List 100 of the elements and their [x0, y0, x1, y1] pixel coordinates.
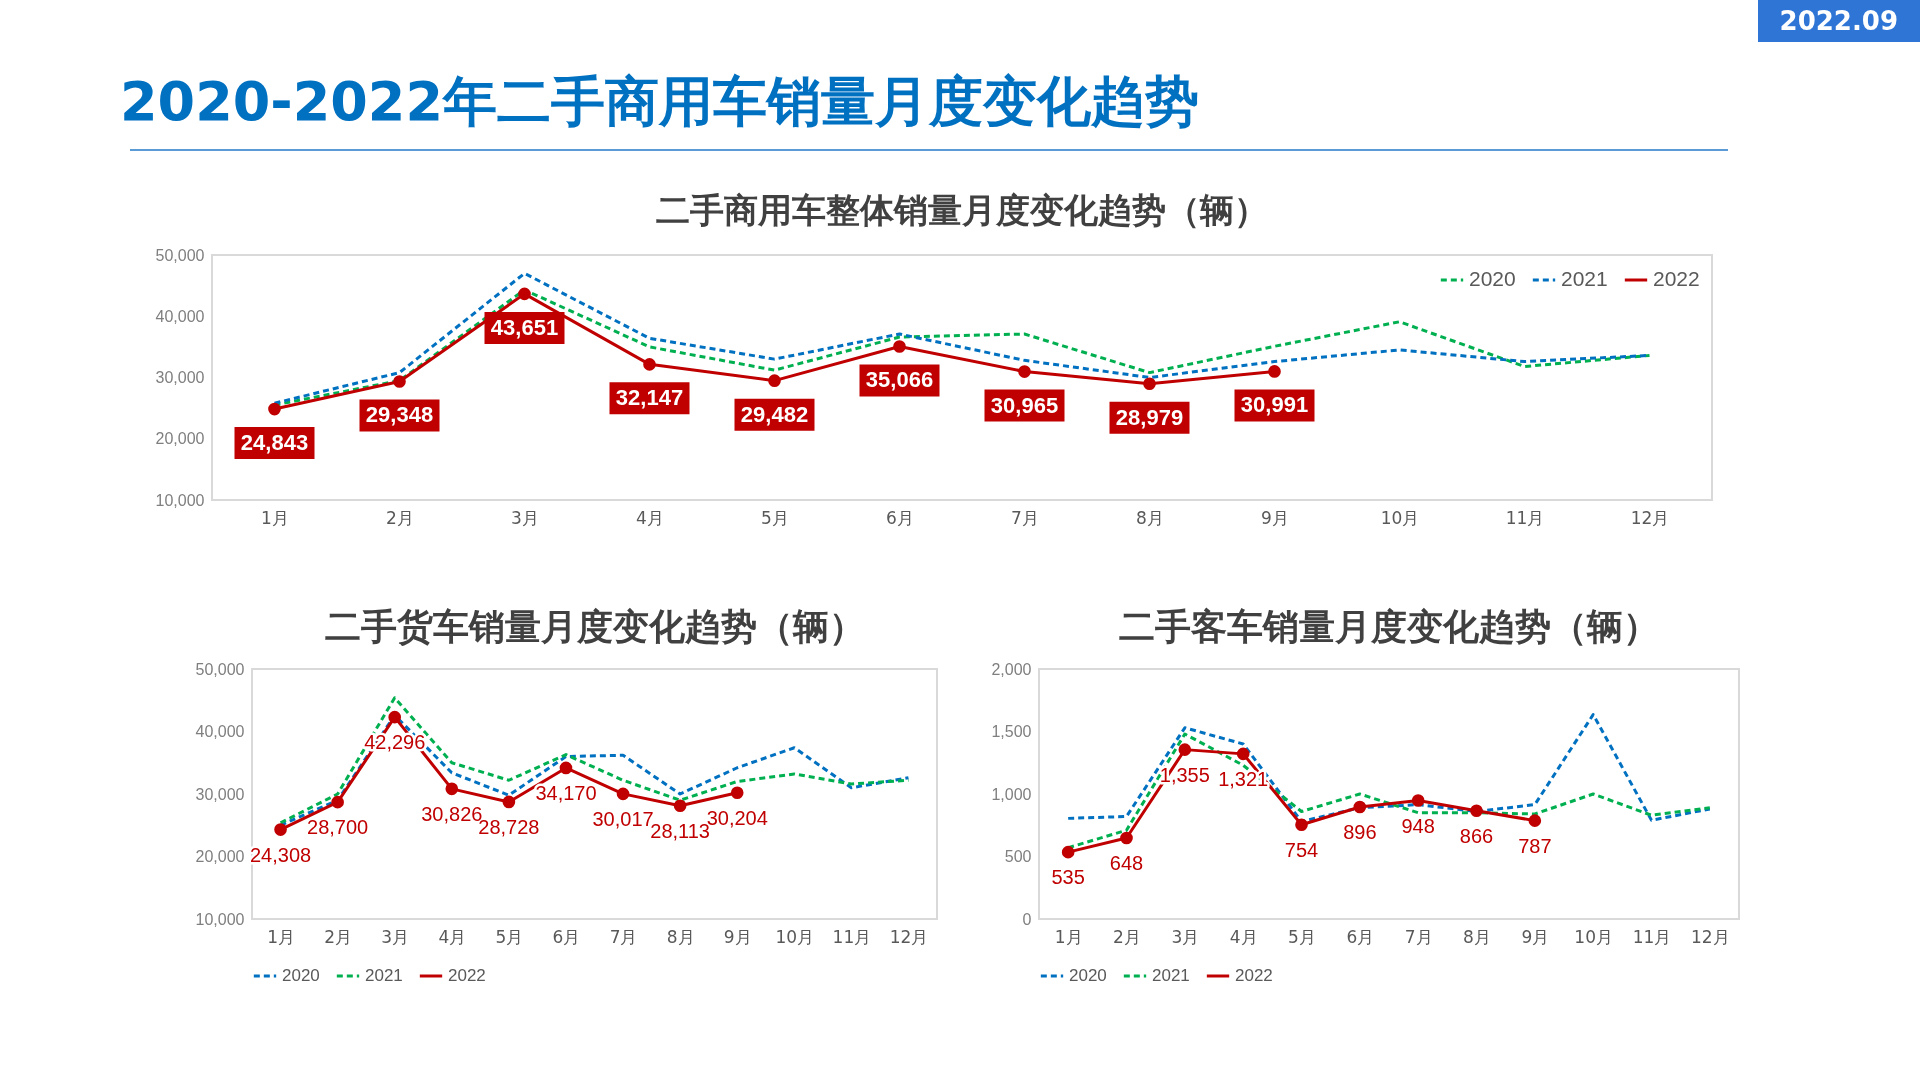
x-tick-label: 1月 — [261, 507, 289, 528]
x-tick-label: 6月 — [1346, 926, 1375, 947]
y-tick-label: 40,000 — [195, 723, 245, 740]
x-tick-label: 5月 — [761, 507, 789, 528]
data-label: 28,979 — [1115, 404, 1184, 430]
x-tick-label: 11月 — [832, 926, 872, 947]
data-label: 948 — [1401, 814, 1435, 837]
chart-title: 二手客车销量月度变化趋势（辆） — [1119, 606, 1659, 647]
x-tick-label: 6月 — [886, 507, 914, 528]
point — [502, 795, 516, 809]
x-tick-label: 11月 — [1505, 507, 1545, 528]
chart-title: 二手货车销量月度变化趋势（辆） — [324, 606, 865, 647]
point — [616, 787, 630, 801]
point — [1236, 747, 1250, 761]
point — [274, 823, 287, 836]
x-tick-label: 1月 — [1054, 926, 1083, 947]
data-label: 648 — [1109, 852, 1144, 874]
x-tick-label: 8月 — [666, 926, 695, 947]
x-tick-label: 5月 — [495, 926, 524, 947]
x-tick-label: 10月 — [1574, 926, 1613, 947]
y-tick-label: 40,000 — [155, 307, 205, 325]
y-tick-label: 50,000 — [155, 246, 205, 264]
data-label: 35,066 — [865, 367, 934, 393]
data-label: 32,147 — [615, 385, 684, 411]
legend-label: 2021 — [365, 966, 403, 985]
point — [393, 375, 406, 388]
y-tick-label: 20,000 — [195, 848, 245, 865]
y-tick-label: 10,000 — [195, 910, 245, 928]
data-label: 28,700 — [307, 816, 369, 839]
x-tick-label: 9月 — [1521, 926, 1550, 947]
x-tick-label: 4月 — [636, 507, 664, 528]
x-tick-label: 3月 — [1171, 926, 1200, 947]
y-tick-label: 1,500 — [991, 723, 1032, 740]
x-tick-label: 6月 — [552, 926, 581, 947]
data-label: 34,170 — [535, 781, 597, 804]
data-label: 24,843 — [240, 430, 309, 456]
point — [559, 761, 573, 775]
y-tick-label: 30,000 — [195, 785, 245, 803]
legend-label: 2022 — [1653, 267, 1700, 290]
data-label: 754 — [1284, 838, 1319, 861]
x-tick-label: 1月 — [267, 926, 295, 947]
x-tick-label: 3月 — [511, 507, 539, 528]
point — [1353, 800, 1367, 814]
y-tick-label: 50,000 — [195, 660, 245, 678]
x-tick-label: 12月 — [889, 926, 929, 947]
x-tick-label: 8月 — [1136, 507, 1164, 528]
x-tick-label: 7月 — [609, 926, 638, 947]
x-tick-label: 12月 — [1630, 507, 1670, 528]
point — [1528, 814, 1542, 827]
point — [1295, 818, 1308, 832]
y-tick-label: 30,000 — [155, 369, 205, 386]
x-tick-label: 9月 — [1261, 507, 1289, 528]
data-label: 787 — [1518, 834, 1552, 857]
x-tick-label: 2月 — [386, 507, 414, 528]
point — [673, 799, 687, 813]
x-tick-label: 2月 — [1113, 926, 1141, 947]
y-tick-label: 2,000 — [991, 660, 1032, 678]
data-label: 866 — [1459, 824, 1494, 847]
data-label: 896 — [1343, 821, 1377, 843]
point — [268, 402, 281, 416]
data-label: 30,965 — [990, 392, 1059, 418]
chart-title: 二手商用车整体销量月度变化趋势（辆） — [656, 190, 1268, 230]
data-label: 535 — [1051, 866, 1085, 889]
x-tick-label: 4月 — [1229, 926, 1258, 947]
point — [768, 374, 781, 387]
x-tick-label: 10月 — [1380, 507, 1420, 528]
x-tick-label: 3月 — [381, 926, 410, 947]
legend-label: 2022 — [1235, 966, 1273, 985]
data-label: 29,482 — [740, 401, 809, 427]
point — [1143, 377, 1156, 391]
legend-label: 2020 — [1069, 966, 1107, 985]
y-tick-label: 500 — [1004, 848, 1032, 865]
x-tick-label: 10月 — [775, 926, 815, 947]
x-tick-label: 8月 — [1463, 926, 1491, 947]
legend-label: 2020 — [282, 966, 320, 985]
x-tick-label: 5月 — [1288, 926, 1316, 947]
legend-label: 2021 — [1561, 267, 1608, 290]
data-label: 43,651 — [490, 314, 559, 340]
legend-label: 2021 — [1152, 966, 1190, 985]
legend-label: 2020 — [1469, 267, 1516, 290]
text: 2020-2022年二手商用车销量月度变化趋势 — [120, 69, 1199, 135]
text: 2022.09 — [1757, 0, 1920, 42]
data-label: 24,308 — [249, 843, 312, 866]
point — [1268, 365, 1281, 378]
point — [730, 786, 744, 800]
x-tick-label: 7月 — [1011, 507, 1039, 528]
legend-label: 2022 — [448, 966, 486, 985]
x-tick-label: 9月 — [723, 926, 752, 947]
point — [1411, 794, 1425, 807]
point — [1120, 831, 1133, 845]
point — [893, 340, 906, 353]
point — [1470, 804, 1483, 818]
point — [1061, 845, 1075, 859]
y-tick-label: 20,000 — [155, 430, 205, 448]
data-label: 30,991 — [1240, 392, 1309, 418]
data-label: 29,348 — [365, 402, 434, 428]
y-tick-label: 0 — [1022, 910, 1032, 928]
x-tick-label: 2月 — [324, 926, 353, 947]
x-tick-label: 11月 — [1632, 926, 1672, 947]
point — [388, 710, 402, 724]
